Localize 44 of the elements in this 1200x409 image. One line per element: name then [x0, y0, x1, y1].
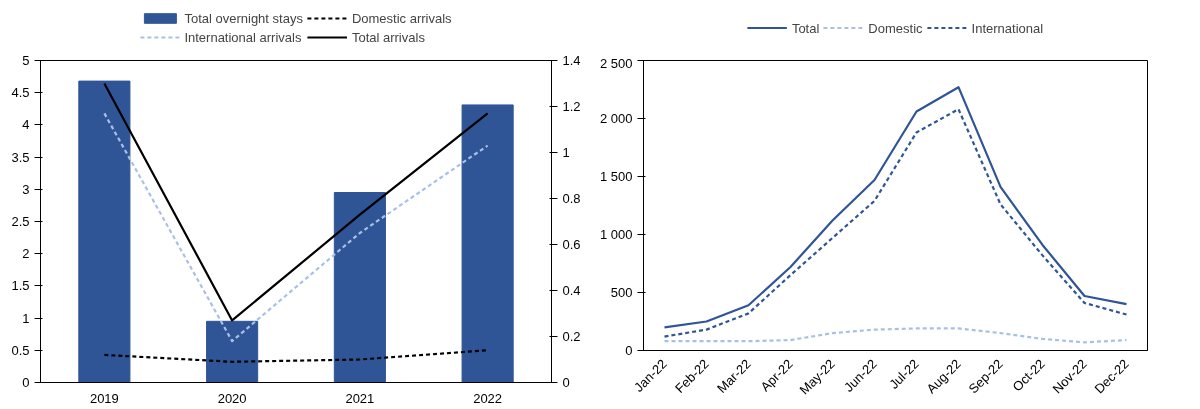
y2-tick-label: 1.2	[562, 99, 581, 114]
y2-tick-label: 0.8	[562, 191, 581, 206]
y-tick-label: 500	[610, 285, 633, 300]
y-tick-label: 2.5	[11, 214, 30, 229]
y-tick-label: 2 000	[599, 111, 633, 126]
y2-tick-label: 1.4	[562, 53, 581, 68]
y-tick-label: 1	[22, 310, 30, 326]
y-tick-label: 4.5	[11, 85, 30, 101]
y-tick-label: 5	[22, 53, 30, 68]
y2-tick-label: 0.2	[562, 329, 581, 344]
y-tick-label: 1 500	[599, 169, 633, 184]
y-tick-label: 2	[22, 246, 30, 262]
y-tick-label: 2 500	[599, 55, 633, 71]
legend-label: Total overnight stays	[184, 10, 303, 26]
legend-label: International	[971, 20, 1044, 35]
line-series	[663, 327, 1128, 344]
x-tick-label: 2021	[345, 390, 375, 406]
y-tick-label: 1.5	[11, 278, 30, 294]
bar	[333, 192, 386, 383]
legend-label: Domestic arrivals	[351, 10, 452, 26]
legend-label: Total	[791, 20, 820, 35]
legend-label: Total arrivals	[351, 29, 425, 45]
bar	[461, 104, 514, 383]
y2-tick-label: 1	[562, 145, 570, 160]
y2-tick-label: 0.6	[562, 237, 581, 252]
bar	[78, 80, 131, 383]
y-tick-label: 1 000	[599, 227, 633, 242]
y-tick-label: 0	[625, 343, 633, 358]
y2-tick-label: 0	[562, 375, 570, 390]
line-series	[103, 82, 489, 322]
line-series	[103, 349, 489, 363]
bar	[206, 320, 259, 383]
y-tick-label: 0.5	[11, 342, 30, 358]
x-tick-label: 2020	[217, 390, 247, 406]
y2-tick-label: 0.4	[562, 283, 581, 298]
legend-label: International arrivals	[184, 29, 302, 45]
y-tick-label: 4	[22, 117, 30, 133]
x-tick-label: 2022	[473, 390, 503, 406]
line-series	[103, 112, 489, 343]
x-tick-label: 2019	[89, 390, 119, 406]
y-tick-label: 0	[22, 375, 30, 390]
y-tick-label: 3.5	[11, 149, 30, 165]
legend-label: Domestic	[868, 20, 923, 35]
y-tick-label: 3	[22, 181, 30, 197]
